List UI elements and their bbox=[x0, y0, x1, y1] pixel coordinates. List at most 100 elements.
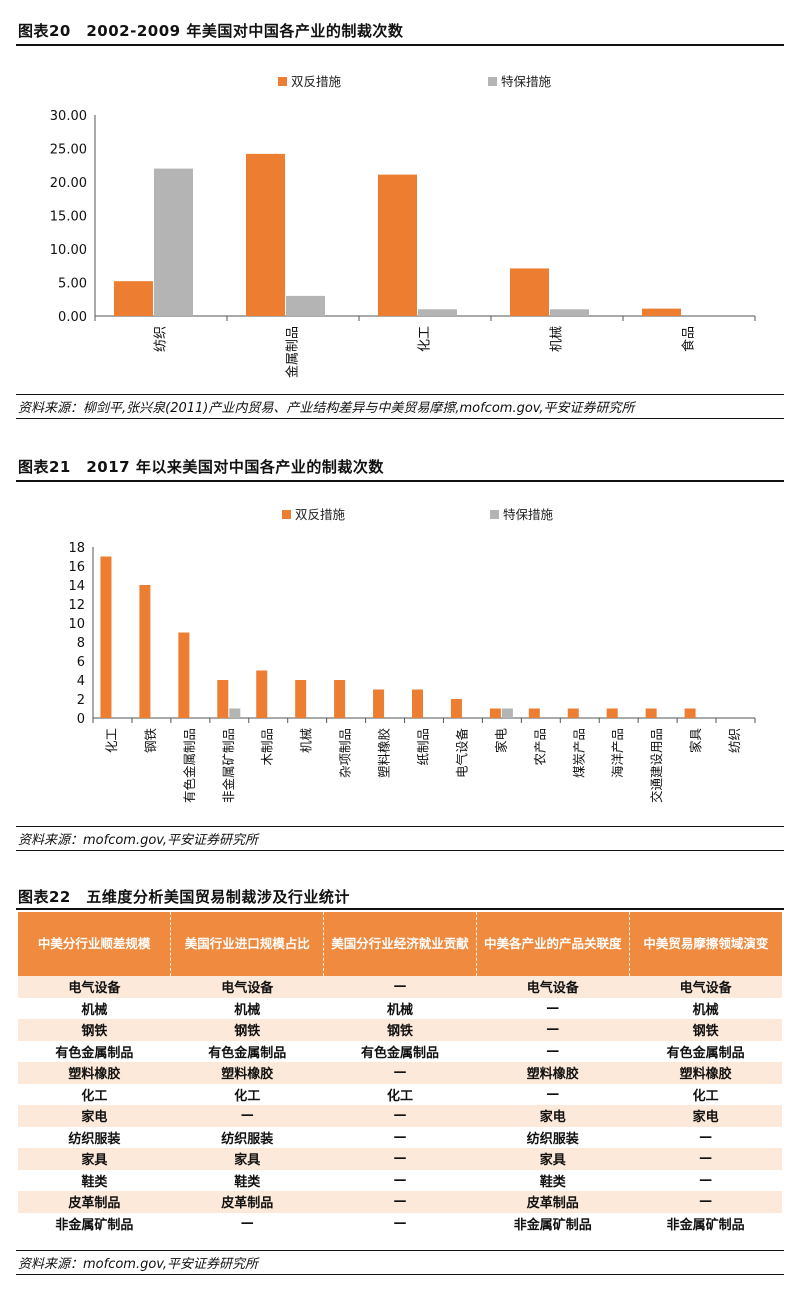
table-cell: — bbox=[323, 1169, 477, 1191]
table-cell: — bbox=[476, 1083, 630, 1105]
fig20-chart: 双反措施 特保措施 0.00 5.00 10.00 15.00 20.00 25.00 30.0… bbox=[50, 74, 756, 378]
table-cell: 纺织服装 bbox=[476, 1126, 630, 1148]
x-category-label: 非金属矿制品 bbox=[221, 728, 236, 803]
x-category-label: 家电 bbox=[493, 728, 508, 754]
y-tick-label: 18 bbox=[68, 541, 85, 556]
table-row: 塑料橡胶 塑料橡胶 — 塑料橡胶 塑料橡胶 bbox=[18, 1062, 782, 1084]
x-category-label: 钢铁 bbox=[143, 728, 158, 754]
table-cell: — bbox=[170, 1105, 324, 1127]
table-cell: 塑料橡胶 bbox=[170, 1062, 324, 1084]
table-cell: 非金属矿制品 bbox=[476, 1212, 630, 1234]
legend-label-0: 双反措施 bbox=[295, 507, 346, 522]
y-tick-label: 5.00 bbox=[58, 277, 87, 292]
y-tick-label: 2 bbox=[77, 693, 85, 708]
table-cell: — bbox=[323, 1062, 477, 1084]
table-cell: — bbox=[170, 1212, 324, 1234]
bar-orange bbox=[256, 670, 268, 718]
fig20-source-rule bbox=[16, 418, 784, 419]
table-cell: 纺织服装 bbox=[170, 1126, 324, 1148]
bar-gray bbox=[418, 309, 457, 316]
bar-orange bbox=[178, 632, 190, 718]
table-cell: 塑料橡胶 bbox=[629, 1062, 782, 1084]
fig21-chart: 双反措施 特保措施 0 2 4 6 8 10 12 14 16 18 化工 钢铁 有色金属制品 非金属矿制品 木… bbox=[68, 507, 756, 803]
bar-orange bbox=[373, 689, 385, 718]
y-tick-label: 0 bbox=[77, 712, 85, 727]
y-tick-label: 25.00 bbox=[50, 143, 87, 158]
table-cell: 有色金属制品 bbox=[18, 1040, 171, 1062]
table-cell: 非金属矿制品 bbox=[18, 1212, 171, 1234]
table-cell: — bbox=[476, 1019, 630, 1041]
table-cell: 鞋类 bbox=[476, 1169, 630, 1191]
header-import-share: 美国行业进口规模占比 bbox=[170, 912, 324, 976]
x-category-label: 机械 bbox=[550, 326, 565, 352]
x-category-label: 交通建设用品 bbox=[649, 728, 664, 803]
legend-swatch-0 bbox=[282, 510, 291, 519]
x-category-label: 家具 bbox=[688, 728, 703, 754]
header-employment: 美国分行业经济就业贡献 bbox=[323, 912, 477, 976]
bar-orange bbox=[217, 680, 229, 718]
x-category-label: 杂项制品 bbox=[338, 728, 353, 778]
fig22-source: 资料来源：mofcom.gov,平安证券研究所 bbox=[18, 1257, 259, 1272]
table-row: 家具 家具 — 家具 — bbox=[18, 1148, 782, 1170]
bar-orange bbox=[114, 281, 153, 316]
y-tick-label: 12 bbox=[68, 598, 85, 613]
y-tick-label: 10 bbox=[68, 617, 85, 632]
fig20-top-rule bbox=[16, 44, 784, 46]
table-row: 非金属矿制品 — — 非金属矿制品 非金属矿制品 bbox=[18, 1212, 782, 1234]
table-cell: 纺织服装 bbox=[18, 1126, 171, 1148]
x-category-label: 海洋产品 bbox=[610, 728, 625, 778]
table-cell: 皮革制品 bbox=[18, 1191, 171, 1213]
table-cell: 家具 bbox=[476, 1148, 630, 1170]
bar-orange bbox=[684, 708, 696, 718]
table-cell: 有色金属制品 bbox=[629, 1040, 782, 1062]
x-category-label: 塑料橡胶 bbox=[377, 728, 392, 778]
x-category-label: 纸制品 bbox=[416, 728, 431, 766]
fig22-source-rule bbox=[16, 1274, 784, 1275]
table-cell: 家电 bbox=[18, 1105, 171, 1127]
y-tick-label: 4 bbox=[77, 674, 85, 689]
x-category-label: 机械 bbox=[299, 728, 314, 754]
bar-orange bbox=[295, 680, 307, 718]
fig21-source: 资料来源：mofcom.gov,平安证券研究所 bbox=[18, 833, 259, 848]
bar-orange bbox=[510, 268, 549, 316]
fig21-bottom-rule bbox=[16, 826, 784, 827]
y-tick-label: 14 bbox=[68, 579, 85, 594]
table-cell: 家电 bbox=[629, 1105, 782, 1127]
table-cell: 化工 bbox=[629, 1083, 782, 1105]
table-cell: — bbox=[323, 1126, 477, 1148]
table-cell: 家具 bbox=[18, 1148, 171, 1170]
bar-gray bbox=[286, 295, 325, 316]
table-row: 有色金属制品 有色金属制品 有色金属制品 — 有色金属制品 bbox=[18, 1040, 782, 1062]
header-friction-evolution: 中美贸易摩擦领域演变 bbox=[628, 912, 782, 976]
table-cell: — bbox=[629, 1191, 782, 1213]
fig20-source: 资料来源：柳剑平,张兴泉(2011)产业内贸易、产业结构差异与中美贸易摩擦,mo… bbox=[18, 401, 635, 416]
table-cell: 钢铁 bbox=[170, 1019, 324, 1041]
table-cell: 化工 bbox=[323, 1083, 477, 1105]
legend-swatch-0 bbox=[278, 77, 287, 86]
bar-gray bbox=[229, 708, 241, 718]
bar-orange bbox=[567, 708, 579, 718]
header-relevance: 中美各产业的产品关联度 bbox=[475, 912, 630, 976]
table-cell: — bbox=[629, 1148, 782, 1170]
table-cell: 皮革制品 bbox=[170, 1191, 324, 1213]
bar-orange bbox=[139, 585, 151, 718]
table-cell: 钢铁 bbox=[323, 1019, 477, 1041]
table-cell: 家电 bbox=[476, 1105, 630, 1127]
table-cell: — bbox=[323, 1191, 477, 1213]
x-category-label: 电气设备 bbox=[454, 728, 469, 779]
y-tick-label: 30.00 bbox=[50, 109, 87, 124]
table-cell: 机械 bbox=[629, 997, 782, 1019]
legend-swatch-1 bbox=[490, 510, 499, 519]
bar-orange bbox=[100, 556, 112, 718]
x-category-label: 煤炭产品 bbox=[571, 728, 586, 778]
x-category-label: 纺织 bbox=[154, 326, 169, 352]
legend-swatch-1 bbox=[488, 77, 497, 86]
legend-label-1: 特保措施 bbox=[501, 74, 552, 89]
table-cell: 鞋类 bbox=[170, 1169, 324, 1191]
table-cell: 有色金属制品 bbox=[323, 1040, 477, 1062]
table-row: 鞋类 鞋类 — 鞋类 — bbox=[18, 1169, 782, 1191]
legend-label-1: 特保措施 bbox=[503, 507, 554, 522]
bar-orange bbox=[412, 689, 423, 718]
y-tick-label: 10.00 bbox=[50, 243, 87, 258]
table-cell: 钢铁 bbox=[629, 1019, 782, 1041]
